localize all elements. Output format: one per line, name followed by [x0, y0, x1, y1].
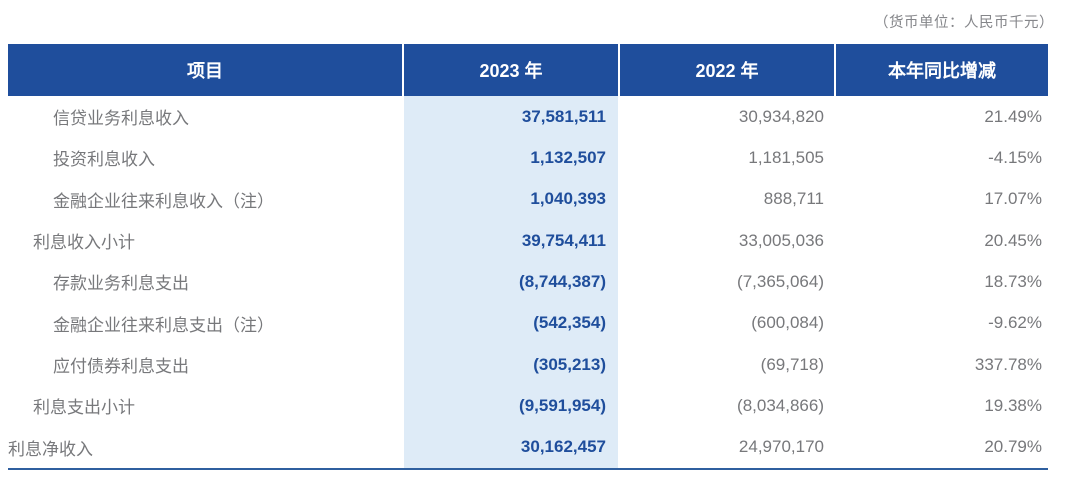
row-label: 应付债券利息支出 — [53, 357, 189, 377]
row-label: 投资利息收入 — [53, 150, 155, 170]
value-2022: 33,005,036 — [738, 230, 824, 250]
row-label: 信贷业务利息收入 — [53, 109, 189, 129]
value-2022: 888,711 — [763, 189, 824, 209]
value-2023: (305,213) — [533, 354, 606, 374]
value-2023: 1,132,507 — [530, 147, 606, 167]
value-2022: 1,181,505 — [748, 147, 824, 167]
value-yoy-change: 20.45% — [984, 230, 1042, 250]
value-2023: 30,162,457 — [520, 437, 606, 457]
value-2023: 39,754,411 — [521, 230, 606, 250]
value-2023: (8,744,387) — [519, 271, 606, 291]
value-2022: (7,365,064) — [737, 271, 824, 291]
row-label: 利息支出小计 — [33, 398, 135, 418]
column-header-item: 项目 — [8, 44, 404, 96]
value-2022: (8,034,866) — [737, 395, 824, 415]
column-header-2023: 2023 年 — [404, 44, 620, 96]
value-yoy-change: 337.78% — [974, 354, 1042, 374]
table-row: 金融企业往来利息收入（注） 1,040,393 888,711 17.07% — [8, 179, 1048, 220]
table-row: 存款业务利息支出 (8,744,387) (7,365,064) 18.73% — [8, 261, 1048, 302]
table-header-row: 项目 2023 年 2022 年 本年同比增减 — [8, 44, 1048, 96]
value-2022: 30,934,820 — [738, 106, 824, 126]
table-body: 信贷业务利息收入 37,581,511 30,934,820 21.49% 投资… — [8, 96, 1048, 468]
value-yoy-change: 19.38% — [984, 395, 1042, 415]
row-label: 利息收入小计 — [33, 233, 135, 253]
value-2022: (69,718) — [760, 354, 824, 374]
value-2023: 37,581,511 — [521, 106, 606, 126]
column-header-2022: 2022 年 — [620, 44, 836, 96]
value-2023: 1,040,393 — [530, 189, 606, 209]
table-row-subtotal: 利息支出小计 (9,591,954) (8,034,866) 19.38% — [8, 385, 1048, 426]
value-2022: (600,084) — [751, 313, 824, 333]
row-label: 金融企业往来利息收入（注） — [53, 191, 274, 211]
table-row: 金融企业往来利息支出（注） (542,354) (600,084) -9.62% — [8, 303, 1048, 344]
value-yoy-change: 20.79% — [984, 437, 1042, 457]
table-row-total: 利息净收入 30,162,457 24,970,170 20.79% — [8, 427, 1048, 468]
currency-unit-note: （货币单位：人民币千元） — [874, 15, 1054, 31]
interest-income-table: 项目 2023 年 2022 年 本年同比增减 信贷业务利息收入 37,581,… — [8, 44, 1048, 470]
row-label: 金融企业往来利息支出（注） — [53, 315, 274, 335]
highlight-column-2023 — [404, 96, 618, 468]
value-yoy-change: -9.62% — [988, 313, 1042, 333]
table-row-subtotal: 利息收入小计 39,754,411 33,005,036 20.45% — [8, 220, 1048, 261]
table-row: 信贷业务利息收入 37,581,511 30,934,820 21.49% — [8, 96, 1048, 137]
table-row: 投资利息收入 1,132,507 1,181,505 -4.15% — [8, 137, 1048, 178]
row-label: 利息净收入 — [8, 439, 93, 459]
value-yoy-change: 21.49% — [984, 106, 1042, 126]
table-row: 应付债券利息支出 (305,213) (69,718) 337.78% — [8, 344, 1048, 385]
value-2023: (9,591,954) — [519, 395, 606, 415]
value-yoy-change: 18.73% — [984, 271, 1042, 291]
value-2023: (542,354) — [533, 313, 606, 333]
value-2022: 24,970,170 — [738, 437, 824, 457]
column-header-change: 本年同比增减 — [836, 44, 1048, 96]
row-label: 存款业务利息支出 — [53, 274, 189, 294]
value-yoy-change: -4.15% — [988, 147, 1042, 167]
value-yoy-change: 17.07% — [984, 189, 1042, 209]
